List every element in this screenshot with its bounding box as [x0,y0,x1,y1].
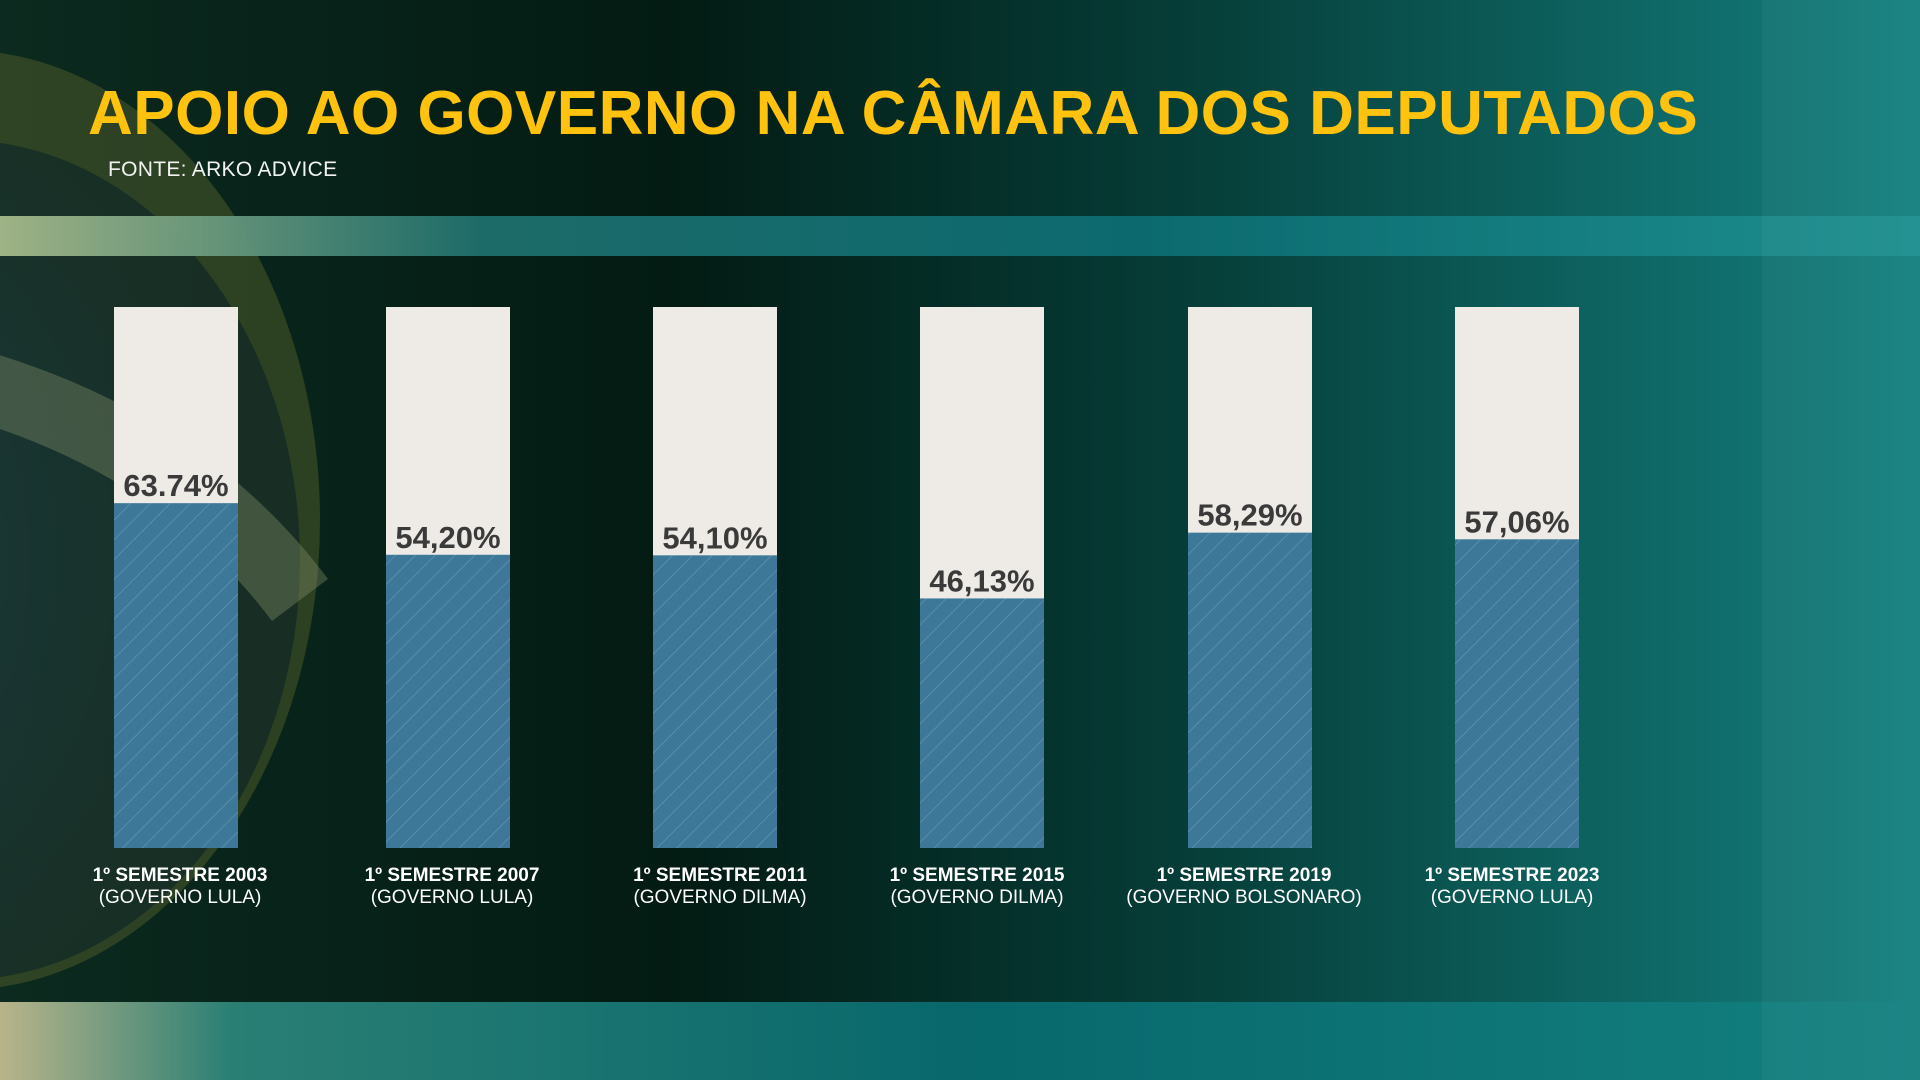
chart-title: APOIO AO GOVERNO NA CÂMARA DOS DEPUTADOS [88,79,1699,148]
value-label: 54,20% [395,520,500,555]
value-label: 46,13% [929,563,1034,598]
value-label: 57,06% [1464,504,1569,539]
value-label: 58,29% [1197,498,1302,533]
category-sublabel: (GOVERNO LULA) [1431,887,1594,908]
category-label: 1º SEMESTRE 2019 [1157,865,1332,886]
bar-hatch [114,503,238,848]
category-label: 1º SEMESTRE 2011 [633,865,807,886]
bar-hatch [386,554,510,848]
category-label: 1º SEMESTRE 2023 [1425,865,1600,886]
category-sublabel: (GOVERNO DILMA) [890,887,1063,908]
bars-group: 63.74%1º SEMESTRE 2003(GOVERNO LULA)54,2… [93,307,1600,908]
category-sublabel: (GOVERNO DILMA) [633,887,806,908]
bar-hatch [1455,539,1579,848]
source-note: FONTE: ARKO ADVICE [108,158,338,181]
category-sublabel: (GOVERNO LULA) [371,887,534,908]
category-label: 1º SEMESTRE 2015 [890,865,1065,886]
bar-hatch [653,555,777,848]
bar-hatch [920,598,1044,848]
bar-hatch [1188,532,1312,848]
category-label: 1º SEMESTRE 2007 [365,865,540,886]
value-label: 54,10% [662,520,767,555]
category-sublabel: (GOVERNO BOLSONARO) [1126,887,1361,908]
category-sublabel: (GOVERNO LULA) [99,887,262,908]
value-label: 63.74% [123,468,228,503]
category-label: 1º SEMESTRE 2003 [93,865,268,886]
